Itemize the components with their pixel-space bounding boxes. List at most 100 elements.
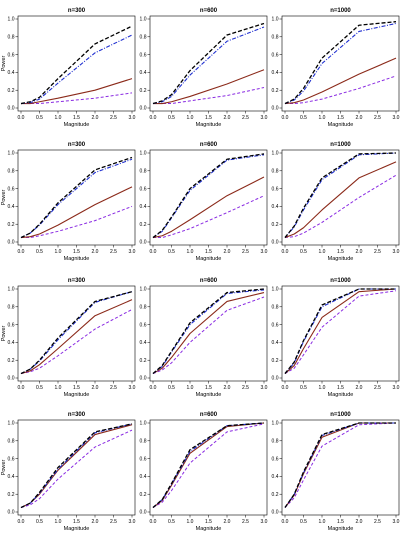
x-tick-label: 1.0	[319, 115, 326, 121]
y-tick-label: 0.0	[140, 510, 147, 516]
x-axis-label: Magnitude	[328, 256, 354, 262]
series-line-4	[284, 290, 397, 374]
x-tick-label: 0.5	[168, 385, 175, 391]
panel-title: n=1000	[330, 8, 351, 14]
plot-frame	[281, 285, 400, 382]
series-line-3	[152, 422, 265, 508]
x-tick-label: 1.0	[55, 385, 62, 391]
y-tick-label: 0.8	[140, 305, 147, 311]
x-axis-label: Magnitude	[328, 122, 354, 128]
panel-title: n=300	[68, 412, 86, 418]
y-tick-label: 0.6	[140, 52, 147, 58]
x-tick-label: 1.5	[337, 115, 344, 121]
y-tick-label: 1.0	[8, 287, 15, 293]
x-tick-label: 3.0	[129, 115, 136, 121]
panel-8: n=600 0.0 0.5 1.0 1.5 2.0 2.5 3.0 0.0 0.2 0.4 0.6 0.…	[140, 278, 268, 398]
y-tick-label: 0.2	[140, 88, 147, 94]
x-tick-label: 1.0	[55, 249, 62, 255]
y-tick-label: 0.2	[8, 492, 15, 498]
y-tick-label: 0.2	[272, 358, 279, 364]
plot-frame	[149, 419, 268, 516]
x-tick-label: 1.5	[337, 519, 344, 525]
y-axis-label: Power	[1, 460, 7, 476]
x-tick-label: 3.0	[393, 249, 400, 255]
x-tick-label: 1.5	[337, 249, 344, 255]
y-tick-label: 0.0	[272, 240, 279, 246]
y-tick-label: 0.2	[8, 358, 15, 364]
x-tick-label: 1.0	[319, 249, 326, 255]
series-line-2	[152, 26, 265, 105]
x-tick-label: 0.0	[282, 519, 289, 525]
x-tick-label: 0.0	[150, 519, 157, 525]
x-tick-label: 2.0	[356, 115, 363, 121]
y-tick-label: 0.4	[140, 204, 147, 210]
y-tick-label: 1.0	[140, 287, 147, 293]
panel-title: n=1000	[330, 142, 351, 148]
y-tick-label: 0.6	[8, 52, 15, 58]
x-tick-label: 1.5	[337, 385, 344, 391]
x-axis-label: Magnitude	[64, 526, 90, 532]
x-axis-label: Magnitude	[64, 122, 90, 128]
series-line-2	[284, 152, 397, 238]
y-tick-label: 0.4	[272, 70, 279, 76]
series-line-4	[284, 422, 397, 508]
x-tick-label: 1.0	[319, 519, 326, 525]
series-line-1	[20, 25, 133, 105]
x-tick-label: 2.0	[92, 519, 99, 525]
x-tick-label: 3.0	[393, 385, 400, 391]
x-tick-label: 2.5	[242, 519, 249, 525]
y-tick-label: 0.4	[272, 204, 279, 210]
y-tick-label: 0.0	[8, 106, 15, 112]
y-tick-label: 0.8	[140, 169, 147, 175]
x-tick-label: 0.0	[18, 249, 25, 255]
series-line-2	[152, 289, 265, 374]
x-axis-label: Magnitude	[196, 122, 222, 128]
y-tick-label: 1.0	[272, 287, 279, 293]
x-tick-label: 0.5	[300, 115, 307, 121]
panel-title: n=600	[200, 8, 218, 14]
panel-title: n=1000	[330, 278, 351, 284]
y-tick-label: 0.0	[140, 106, 147, 112]
y-tick-label: 0.0	[272, 376, 279, 382]
panel-6: n=1000 0.0 0.5 1.0 1.5 2.0 2.5 3.0 0.0 0.2 0.4 0.6 0…	[272, 142, 400, 262]
series-line-3	[152, 292, 265, 375]
y-tick-label: 0.0	[8, 240, 15, 246]
x-tick-label: 1.5	[205, 385, 212, 391]
x-axis-label: Magnitude	[196, 392, 222, 398]
series-line-4	[285, 75, 397, 105]
series-line-3	[284, 57, 397, 105]
series-line-4	[152, 296, 265, 375]
panel-title: n=600	[200, 142, 218, 148]
panel-9: n=1000 0.0 0.5 1.0 1.5 2.0 2.5 3.0 0.0 0.2 0.4 0.6 0…	[272, 278, 400, 398]
series-line-4	[20, 309, 133, 375]
x-tick-label: 1.5	[73, 115, 80, 121]
y-tick-label: 0.6	[272, 52, 279, 58]
x-tick-label: 0.0	[18, 115, 25, 121]
x-tick-label: 2.5	[374, 519, 381, 525]
x-tick-label: 0.5	[168, 115, 175, 121]
x-tick-label: 1.5	[73, 519, 80, 525]
series-line-4	[152, 423, 265, 508]
x-axis-label: Magnitude	[64, 256, 90, 262]
plot-frame	[17, 15, 136, 112]
x-tick-label: 2.0	[92, 115, 99, 121]
x-axis-label: Magnitude	[196, 256, 222, 262]
y-tick-label: 1.0	[8, 151, 15, 157]
series-line-4	[153, 195, 265, 239]
x-tick-label: 3.0	[261, 249, 268, 255]
y-tick-label: 0.6	[272, 456, 279, 462]
x-tick-label: 1.5	[205, 249, 212, 255]
x-tick-label: 3.0	[261, 385, 268, 391]
x-tick-label: 0.0	[282, 249, 289, 255]
panel-title: n=600	[200, 412, 218, 418]
y-tick-label: 1.0	[272, 17, 279, 23]
plot-frame	[281, 15, 400, 112]
series-line-3	[20, 186, 133, 239]
x-tick-label: 1.0	[55, 115, 62, 121]
panel-11: n=600 0.0 0.5 1.0 1.5 2.0 2.5 3.0 0.0 0.2 0.4 0.6 0.…	[140, 412, 268, 532]
series-line-2	[152, 422, 265, 508]
panel-title: n=300	[68, 142, 86, 148]
y-tick-label: 0.4	[8, 70, 15, 76]
y-tick-label: 1.0	[8, 421, 15, 427]
